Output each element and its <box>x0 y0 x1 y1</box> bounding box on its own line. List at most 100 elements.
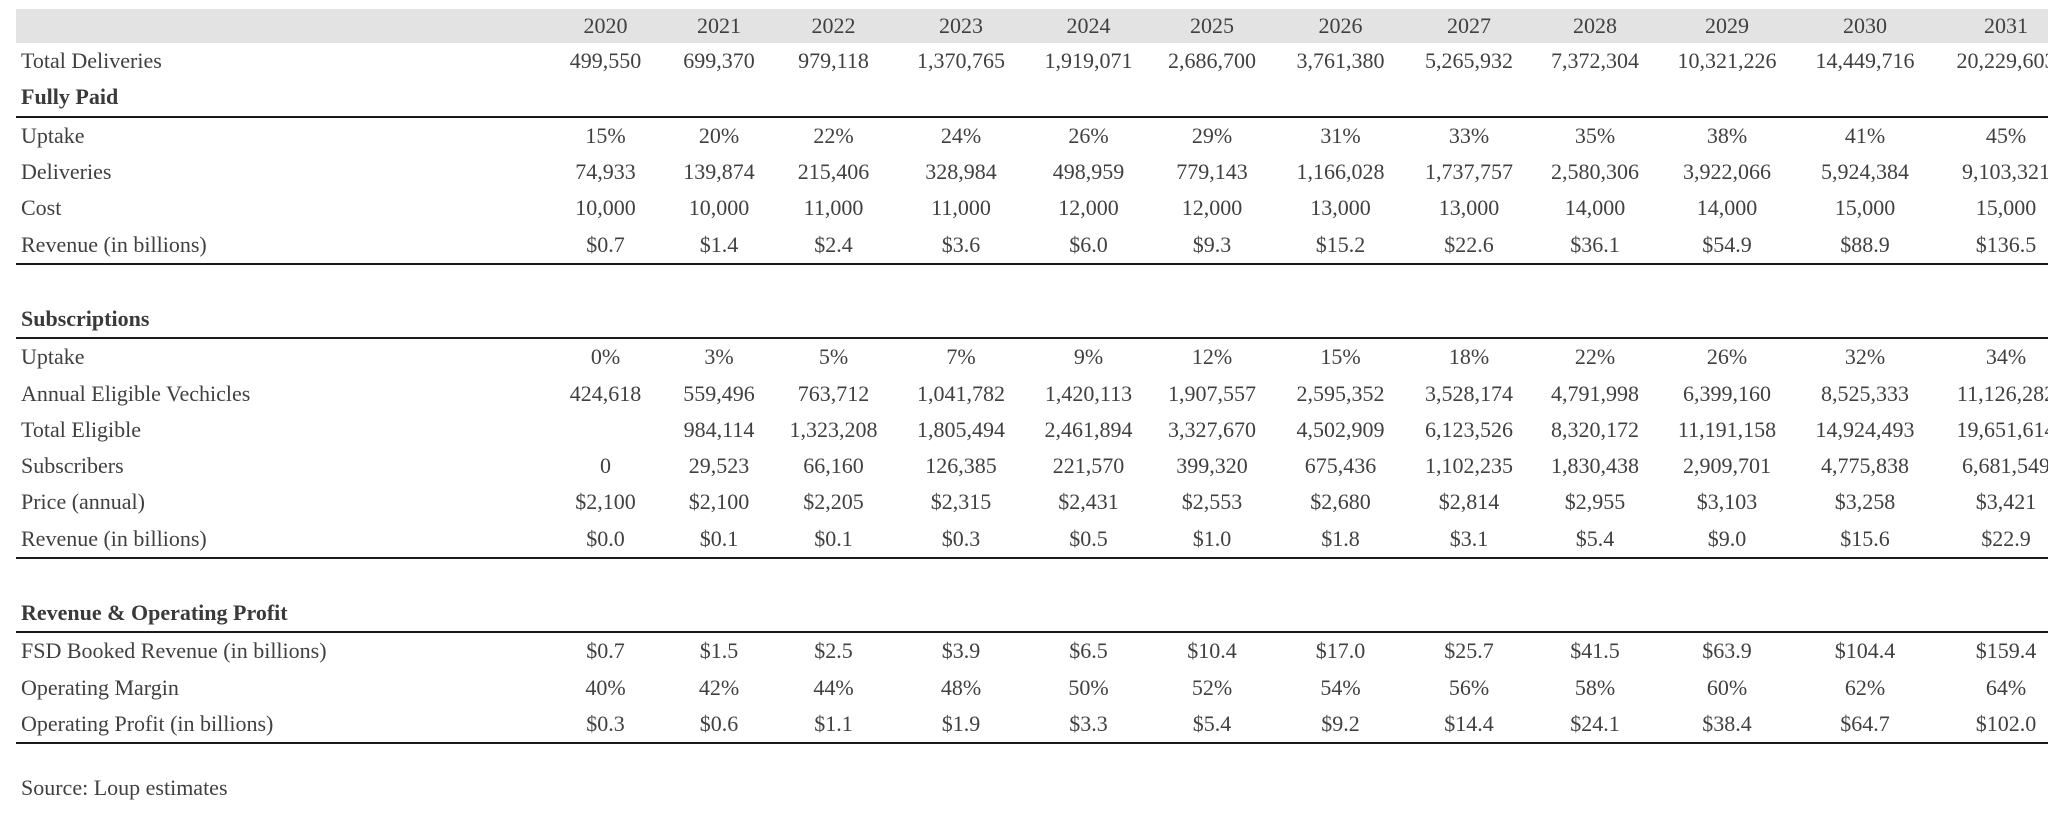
value-cell: 15% <box>585 122 626 148</box>
value-cell: 13,000 <box>1310 195 1371 221</box>
value-cell: $104.4 <box>1834 638 1896 664</box>
value-cell: $0.3 <box>546 705 665 745</box>
value-cell: 29% <box>1191 122 1233 148</box>
fully-paid-section-title: Fully Paid <box>16 79 2048 118</box>
spacer-cell <box>16 264 2048 301</box>
value-cell: $2.4 <box>773 226 894 265</box>
row-label: Uptake <box>21 122 85 148</box>
value-cell: 45% <box>1985 122 2027 148</box>
value-cell: 8,320,172 <box>1551 416 1639 442</box>
value-cell: 10,321,226 <box>1677 48 1777 74</box>
value-cell: 126,385 <box>925 453 997 479</box>
value-cell: 26% <box>1706 344 1748 370</box>
value-cell: 2,580,306 <box>1551 159 1639 185</box>
row-label: Price (annual) <box>21 489 145 515</box>
subscriptions-data-row: Uptake 0% 3% 5% 7% 9% 12% 15% 18% 22% 26% 32% 34% <box>16 338 2048 375</box>
header-corner-cell <box>16 9 546 43</box>
value-cell: 33% <box>1448 122 1490 148</box>
subscriptions-data-row: Total Eligible 984,114 1,323,208 1,805,494 2… <box>16 412 2048 448</box>
value-cell: $1.1 <box>773 705 894 745</box>
value-cell: 499,550 <box>569 48 642 74</box>
value-cell: 40% <box>585 674 626 700</box>
value-cell: 1,041,782 <box>917 380 1005 406</box>
value-cell: 7% <box>946 344 976 370</box>
value-cell: 2,595,352 <box>1296 380 1385 406</box>
value-cell: $2,100 <box>575 489 636 515</box>
value-cell: 3,327,670 <box>1168 416 1256 442</box>
row-label: Cost <box>21 195 62 221</box>
value-cell: 328,984 <box>925 159 997 185</box>
value-cell: $17.0 <box>1315 638 1366 664</box>
value-cell: $3.3 <box>1028 705 1149 745</box>
value-cell: 3,922,066 <box>1683 159 1771 185</box>
value-cell: 6,399,160 <box>1683 380 1771 406</box>
value-cell: 14,000 <box>1696 195 1758 221</box>
value-cell: 699,370 <box>683 48 755 74</box>
value-cell: $102.0 <box>1934 705 2048 745</box>
year-header-cell: 2024 <box>1028 9 1149 43</box>
value-cell: $63.9 <box>1702 638 1752 664</box>
value-cell: $88.9 <box>1796 226 1934 265</box>
value-cell: 62% <box>1844 674 1886 700</box>
value-cell: 2,461,894 <box>1044 416 1133 442</box>
value-cell: $159.4 <box>1975 638 2037 664</box>
value-cell: 1,166,028 <box>1296 159 1385 185</box>
value-cell: 22% <box>1574 344 1616 370</box>
subscriptions-section-title: Subscriptions <box>16 300 2048 340</box>
row-label: Deliveries <box>21 159 112 185</box>
value-cell: 9% <box>1073 344 1104 370</box>
value-cell: $3,103 <box>1696 489 1758 515</box>
value-cell: $2,205 <box>803 489 864 515</box>
year-header-cell: 2022 <box>773 9 894 43</box>
value-cell: 0% <box>590 344 621 370</box>
total-deliveries-row: Total Deliveries 499,550 699,370 979,118 1,3… <box>16 43 2048 79</box>
year-header-cell: 2027 <box>1406 9 1532 43</box>
subscriptions-data-row: Revenue (in billions) $0.0 $0.1 $0.1 $0.3 $0.… <box>16 520 2048 559</box>
year-header-cell: 2023 <box>894 9 1028 43</box>
revenue-profit-data-row: FSD Booked Revenue (in billions) $0.7 $1.5… <box>16 632 2048 669</box>
year-header-cell: 2026 <box>1275 9 1406 43</box>
value-cell: 42% <box>698 674 740 700</box>
value-cell: 10,000 <box>688 195 750 221</box>
value-cell: $9.3 <box>1149 226 1275 265</box>
value-cell: $64.7 <box>1796 705 1934 745</box>
value-cell: 56% <box>1448 674 1490 700</box>
year-header-row: 2020 2021 2022 2023 2024 2025 2026 2027 2028 2029… <box>16 9 2048 43</box>
value-cell: 8,525,333 <box>1821 380 1909 406</box>
fsd-revenue-table: 2020 2021 2022 2023 2024 2025 2026 2027 2028 2029… <box>16 9 2048 745</box>
value-cell: 50% <box>1068 674 1109 700</box>
value-cell: 424,618 <box>569 380 642 406</box>
year-header-cell: 2028 <box>1532 9 1658 43</box>
value-cell: 15,000 <box>1834 195 1896 221</box>
revenue-profit-data-row: Operating Margin 40% 42% 44% 48% 50% 52% 54% 56%… <box>16 669 2048 705</box>
value-cell: $2.5 <box>814 638 853 664</box>
value-cell: $2,955 <box>1564 489 1626 515</box>
value-cell: 38% <box>1706 122 1748 148</box>
row-label: Total Eligible <box>21 416 142 442</box>
value-cell: 20% <box>698 122 740 148</box>
year-header-cell: 2030 <box>1796 9 1934 43</box>
value-cell: $6.5 <box>1069 638 1108 664</box>
row-label: Operating Profit (in billions) <box>16 705 546 745</box>
value-cell: 34% <box>1985 344 2027 370</box>
value-cell: $0.7 <box>586 638 625 664</box>
value-cell: 979,118 <box>798 48 869 74</box>
value-cell: 779,143 <box>1176 159 1248 185</box>
value-cell: 32% <box>1844 344 1886 370</box>
year-header-cell: 2029 <box>1658 9 1796 43</box>
fully-paid-data-row: Deliveries 74,933 139,874 215,406 328,984 498… <box>16 154 2048 190</box>
value-cell: 3,528,174 <box>1425 380 1513 406</box>
value-cell: $3.6 <box>894 226 1028 265</box>
value-cell: $2,100 <box>688 489 750 515</box>
value-cell: 5,265,932 <box>1425 48 1513 74</box>
value-cell: $2,553 <box>1181 489 1243 515</box>
value-cell: 24% <box>940 122 982 148</box>
source-note: Source: Loup estimates <box>21 775 228 800</box>
value-cell: $36.1 <box>1532 226 1658 265</box>
value-cell: $41.5 <box>1570 638 1620 664</box>
value-cell: 12,000 <box>1181 195 1243 221</box>
value-cell: $5.4 <box>1532 520 1658 559</box>
row-label: Subscribers <box>21 453 124 479</box>
value-cell: 6,123,526 <box>1425 416 1513 442</box>
value-cell: $9.2 <box>1275 705 1406 745</box>
